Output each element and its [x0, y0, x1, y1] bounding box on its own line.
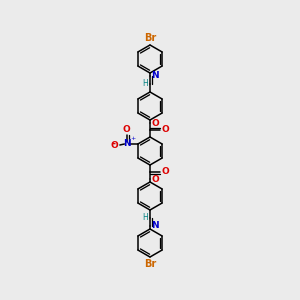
Text: O: O — [151, 118, 159, 127]
Text: N: N — [151, 221, 159, 230]
Text: O: O — [161, 167, 169, 176]
Text: N: N — [151, 71, 159, 80]
Text: N: N — [123, 139, 131, 148]
Text: H: H — [142, 80, 148, 88]
Text: H: H — [142, 214, 148, 223]
Text: O: O — [122, 125, 130, 134]
Text: O: O — [110, 140, 118, 149]
Text: Br: Br — [144, 33, 156, 43]
Text: Br: Br — [144, 259, 156, 269]
Text: O: O — [151, 175, 159, 184]
Text: +: + — [130, 136, 135, 141]
Text: -: - — [112, 139, 116, 148]
Text: O: O — [161, 125, 169, 134]
